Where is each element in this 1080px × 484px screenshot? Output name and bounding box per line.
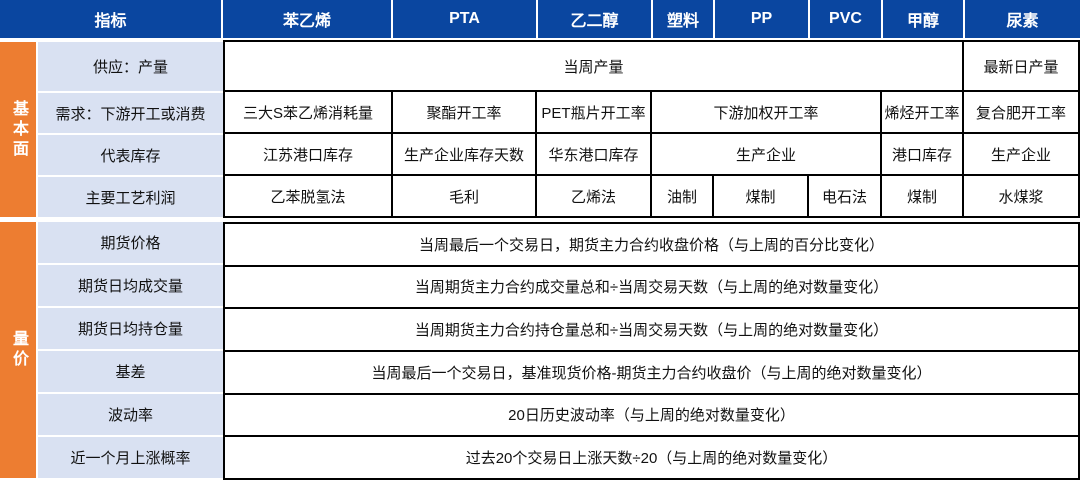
cell-profit-meg: 乙烯法 (537, 176, 650, 216)
header-cell-meg: 乙二醇 (538, 0, 653, 38)
row-label-volatility: 波动率 (38, 394, 223, 435)
cell-profit-urea: 水煤浆 (964, 176, 1078, 216)
row-label-process-profit: 主要工艺利润 (38, 177, 223, 217)
header-cell-plastics: 塑料 (653, 0, 715, 38)
fundamentals-row-labels: 供应：产量 需求：下游开工或消费 代表库存 主要工艺利润 (38, 42, 223, 217)
cell-supply-weekly-output: 当周产量 (225, 42, 962, 90)
row-label-basis: 基差 (38, 351, 223, 392)
cell-demand-meg: PET瓶片开工率 (537, 92, 650, 132)
cell-futures-price-desc: 当周最后一个交易日，期货主力合约收盘价格（与上周的百分比变化） (225, 224, 1078, 265)
cell-volatility-desc: 20日历史波动率（与上周的绝对数量变化） (225, 394, 1078, 436)
cell-basis-desc: 当周最后一个交易日，基准现货价格-期货主力合约收盘价（与上周的绝对数量变化） (225, 352, 1078, 393)
row-label-avg-open-interest: 期货日均持仓量 (38, 308, 223, 349)
cell-profit-pta: 毛利 (393, 176, 535, 216)
header-cell-pta: PTA (393, 0, 538, 38)
cell-profit-pp: 煤制 (714, 176, 807, 216)
cell-rise-probability-desc: 过去20个交易日上涨天数÷20（与上周的绝对数量变化） (225, 437, 1078, 478)
cell-supply-urea-output: 最新日产量 (964, 42, 1078, 90)
cell-demand-pta: 聚酯开工率 (393, 92, 535, 132)
header-cell-pvc: PVC (810, 0, 883, 38)
row-label-avg-daily-volume: 期货日均成交量 (38, 265, 223, 306)
table-header: 指标 苯乙烯 PTA 乙二醇 塑料 PP PVC 甲醇 尿素 (0, 0, 1080, 38)
cell-avg-open-interest-desc: 当周期货主力合约持仓量总和÷当周交易天数（与上周的绝对数量变化） (225, 309, 1078, 350)
cell-inventory-plastics-pp-pvc: 生产企业 (652, 134, 880, 174)
cell-inventory-pta: 生产企业库存天数 (393, 134, 535, 174)
cell-profit-styrene: 乙苯脱氢法 (225, 176, 391, 216)
cell-demand-urea: 复合肥开工率 (964, 92, 1078, 132)
cell-profit-plastics: 油制 (652, 176, 712, 216)
cell-inventory-methanol: 港口库存 (882, 134, 962, 174)
cell-avg-daily-volume-desc: 当周期货主力合约成交量总和÷当周交易天数（与上周的绝对数量变化） (225, 266, 1078, 308)
header-cell-styrene: 苯乙烯 (223, 0, 393, 38)
header-cell-urea: 尿素 (1006, 13, 1039, 30)
fundamentals-content: 当周产量 最新日产量 三大S苯乙烯消耗量 聚酯开工率 PET瓶片开工率 下游加权… (223, 40, 1080, 218)
header-cell-methanol: 甲醇 (883, 0, 965, 38)
cell-demand-styrene: 三大S苯乙烯消耗量 (225, 92, 391, 132)
row-label-futures-price: 期货价格 (38, 222, 223, 263)
cell-profit-methanol: 煤制 (882, 176, 962, 216)
section-band-fundamentals: 基本面 (0, 42, 36, 217)
cell-inventory-styrene: 江苏港口库存 (225, 134, 391, 174)
cell-profit-pvc: 电石法 (809, 176, 880, 216)
row-label-supply: 供应：产量 (38, 42, 223, 91)
cell-demand-methanol: 烯烃开工率 (882, 92, 962, 132)
cell-inventory-meg: 华东港口库存 (537, 134, 650, 174)
header-cell-indicator: 指标 (0, 0, 223, 38)
volume-price-content: 当周最后一个交易日，期货主力合约收盘价格（与上周的百分比变化） 当周期货主力合约… (223, 222, 1080, 480)
section-band-volume-price: 量价 (0, 222, 36, 478)
row-label-inventory: 代表库存 (38, 135, 223, 175)
row-label-demand: 需求：下游开工或消费 (38, 93, 223, 133)
volume-price-row-labels: 期货价格 期货日均成交量 期货日均持仓量 基差 波动率 近一个月上涨概率 (38, 222, 223, 478)
header-cell-pp: PP (715, 0, 810, 38)
row-label-rise-probability: 近一个月上涨概率 (38, 437, 223, 478)
cell-demand-plastics-pp-pvc: 下游加权开工率 (652, 92, 880, 132)
cell-inventory-urea: 生产企业 (964, 134, 1078, 174)
